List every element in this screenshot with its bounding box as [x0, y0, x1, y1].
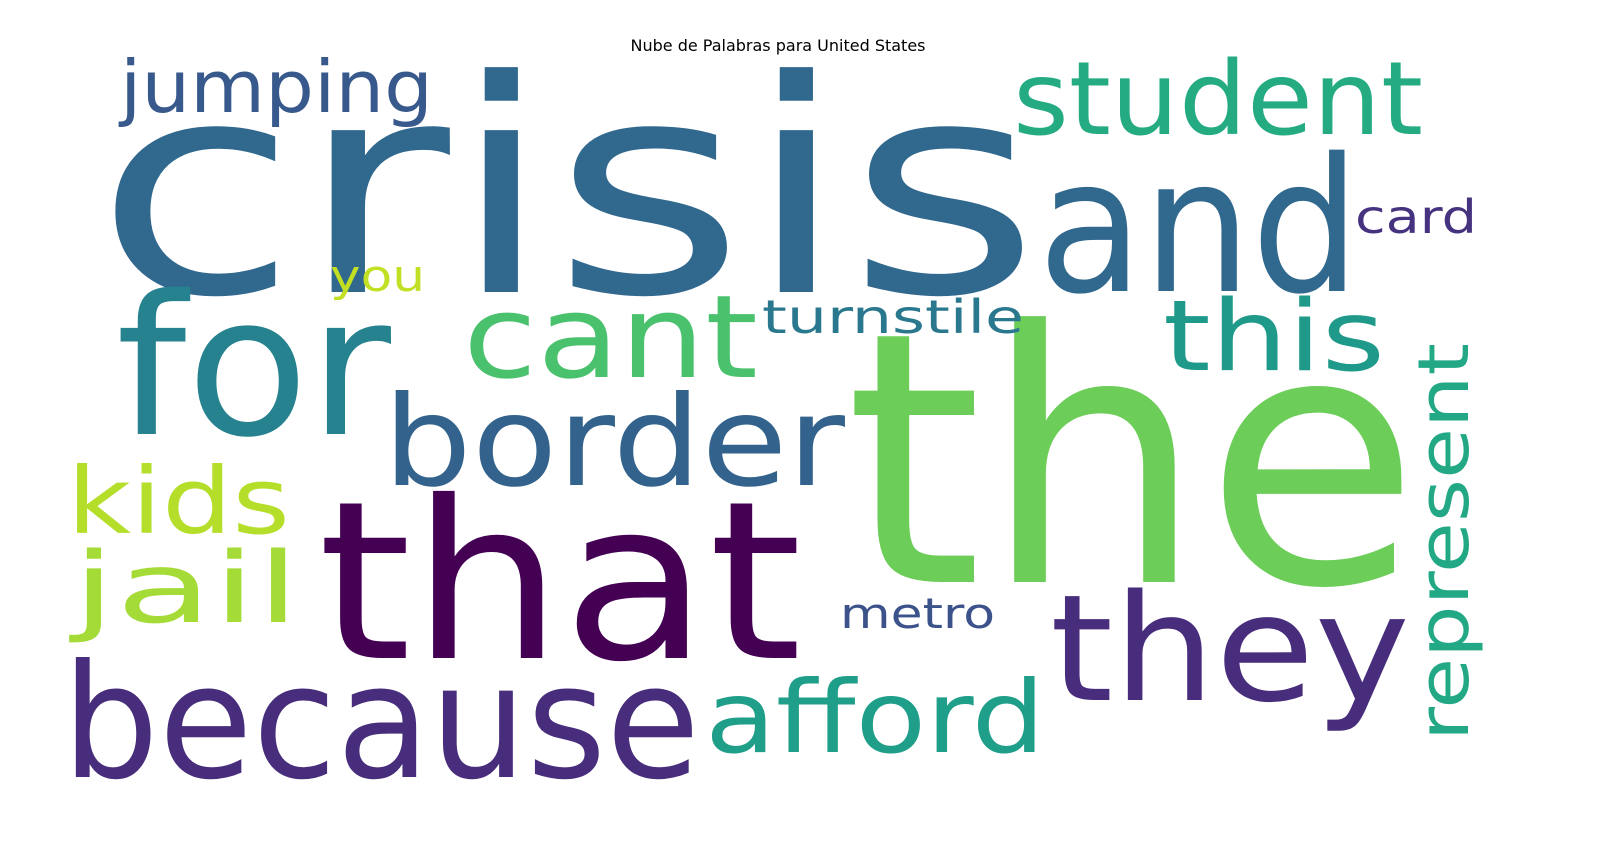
word-and: and: [1038, 118, 1360, 335]
word-student: student: [1013, 40, 1423, 159]
word-represent: represent: [1403, 343, 1485, 741]
word-card: card: [1355, 190, 1477, 244]
word-this: this: [1163, 280, 1385, 394]
word-the: the: [845, 257, 1420, 665]
word-kids: kids: [67, 448, 290, 555]
word-afford: afford: [705, 659, 1045, 776]
word-they: they: [1050, 563, 1410, 735]
word-crisis: crisis: [95, 17, 1040, 362]
word-turnstile: turnstile: [762, 290, 1024, 344]
word-border: border: [383, 370, 846, 515]
word-because: because: [62, 631, 700, 815]
word-jail: jail: [69, 532, 300, 646]
figure-title: Nube de Palabras para United States: [630, 36, 926, 55]
word-that: that: [318, 454, 802, 710]
word-cant: cant: [463, 271, 758, 405]
word-jumping: jumping: [118, 45, 433, 129]
word-for: for: [116, 254, 391, 480]
word-metro: metro: [840, 589, 995, 638]
word-you: you: [330, 251, 425, 302]
